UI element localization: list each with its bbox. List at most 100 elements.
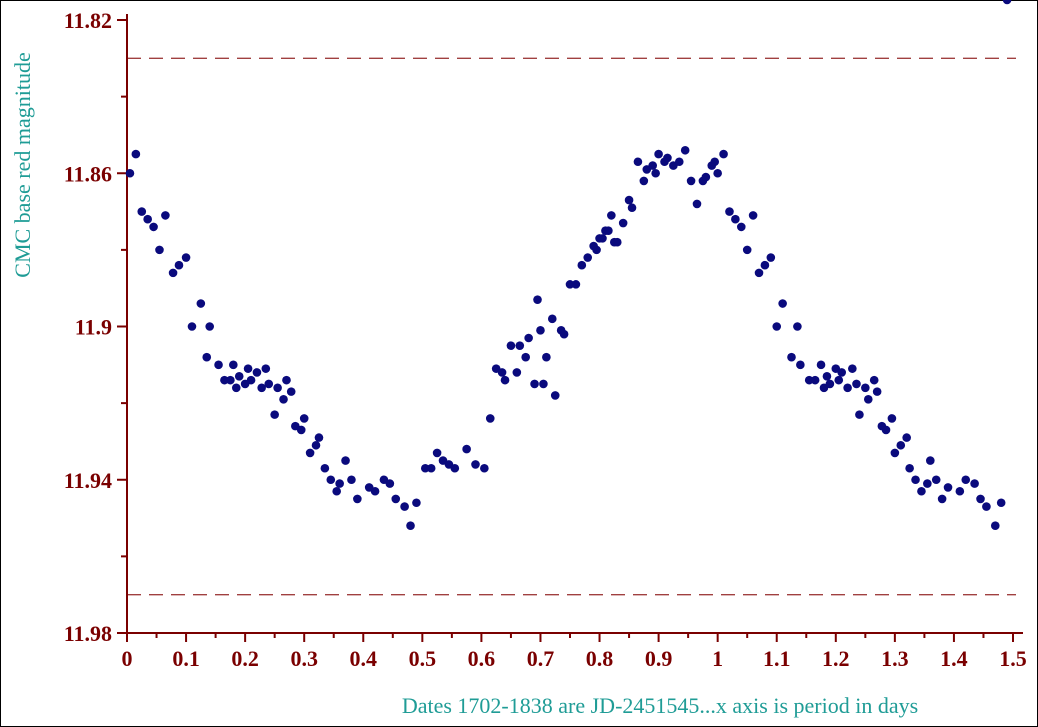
data-point: [512, 368, 522, 377]
data-point: [822, 372, 832, 381]
data-point: [450, 463, 460, 473]
reference-lines: [127, 57, 1016, 596]
data-point: [793, 322, 802, 331]
data-point: [639, 176, 649, 186]
data-point: [816, 360, 826, 370]
data-point: [937, 494, 947, 504]
data-point: [577, 260, 587, 270]
data-point: [902, 433, 911, 442]
data-point: [530, 379, 539, 389]
data-point: [848, 364, 857, 373]
data-point: [982, 502, 991, 511]
y-tick-label: 11.86: [64, 161, 112, 186]
data-point: [400, 502, 409, 511]
data-point: [385, 479, 395, 488]
x-tick-label: 0.7: [527, 646, 555, 671]
data-point: [810, 375, 820, 385]
data-point: [654, 149, 663, 159]
data-point: [917, 486, 926, 496]
data-point: [663, 153, 672, 163]
y-axis-label: CMC base red magnitude: [10, 52, 35, 277]
data-point: [725, 207, 734, 216]
x-tick-label: 1.4: [940, 646, 968, 671]
data-point: [168, 268, 178, 278]
data-point: [923, 479, 932, 488]
x-tick-label: 0.3: [290, 646, 318, 671]
data-point: [680, 145, 690, 155]
data-point: [719, 149, 728, 159]
data-point: [976, 494, 985, 504]
data-point: [246, 375, 256, 385]
data-point: [252, 368, 262, 377]
data-point: [760, 260, 770, 270]
data-point: [742, 245, 752, 255]
data-point: [243, 364, 253, 373]
x-tick-label: 0.2: [231, 646, 259, 671]
data-point: [674, 157, 684, 167]
data-point: [754, 268, 764, 278]
x-tick-label: 0: [122, 646, 133, 671]
data-point: [406, 521, 415, 531]
data-point: [181, 253, 191, 262]
data-point: [931, 475, 941, 485]
data-point: [261, 364, 271, 373]
data-point: [202, 352, 212, 362]
data-point: [149, 222, 158, 232]
data-point: [686, 176, 696, 186]
data-point: [125, 168, 135, 178]
data-point: [701, 172, 711, 182]
data-point: [872, 387, 882, 396]
data-point: [996, 498, 1006, 508]
data-point: [412, 498, 421, 508]
data-point: [273, 383, 282, 393]
data-point: [618, 218, 628, 228]
data-point: [852, 379, 861, 389]
data-point: [500, 375, 510, 385]
x-tick-label: 0.8: [586, 646, 614, 671]
data-point: [480, 463, 489, 473]
data-point: [353, 494, 362, 504]
data-point: [598, 234, 607, 243]
data-point: [736, 222, 746, 232]
data-point: [863, 394, 873, 404]
data-points: [125, 0, 1012, 531]
data-point: [533, 295, 542, 304]
data-point: [926, 456, 935, 465]
data-point: [710, 157, 720, 167]
data-point: [943, 483, 953, 492]
x-tick-label: 1.2: [822, 646, 850, 671]
y-tick-label: 11.94: [64, 468, 112, 493]
data-point: [887, 414, 897, 423]
data-point: [648, 161, 657, 170]
y-tick-label: 11.9: [75, 315, 112, 340]
data-point: [471, 460, 480, 469]
data-point: [231, 383, 241, 393]
data-point: [311, 440, 321, 450]
data-point: [187, 322, 197, 331]
data-point: [766, 253, 776, 262]
data-point: [855, 410, 864, 419]
data-point: [713, 168, 722, 178]
y-tick-labels: 11.82 11.86 11.9 11.94 11.98: [64, 8, 112, 646]
y-tick-label: 11.82: [64, 8, 112, 33]
data-point: [961, 475, 971, 485]
x-tick-label: 1.1: [763, 646, 791, 671]
data-point: [335, 479, 344, 488]
data-point: [970, 479, 979, 488]
x-axis-label: Dates 1702-1838 are JD-2451545...x axis …: [402, 693, 918, 718]
data-point: [583, 253, 593, 262]
data-point: [748, 211, 758, 220]
data-point: [896, 440, 906, 450]
data-point: [834, 375, 844, 385]
data-point: [881, 425, 891, 435]
x-tick-label: 1.3: [881, 646, 909, 671]
data-point: [131, 149, 141, 159]
data-point: [257, 383, 266, 393]
data-point: [279, 394, 288, 404]
data-point: [633, 157, 643, 167]
data-point: [282, 375, 291, 385]
x-tick-labels: 0 0.1 0.2 0.3 0.4 0.5 0.6 0.7 0.8 0.9 1 1.1 1.2 1.3 1.…: [122, 646, 1027, 671]
data-point: [264, 379, 274, 389]
data-point: [955, 486, 965, 496]
data-point: [612, 237, 622, 247]
